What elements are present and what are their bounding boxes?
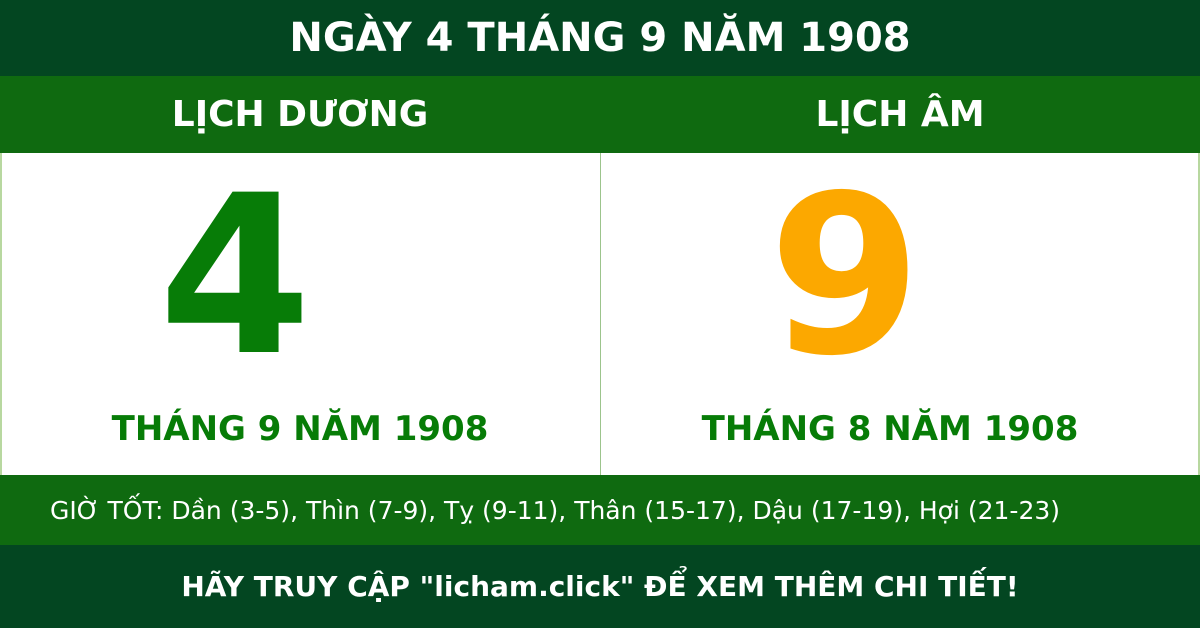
solar-day-number: 4: [158, 148, 312, 404]
calendar-body: 4 9 THÁNG 9 NĂM 1908 THÁNG 8 NĂM 1908: [0, 148, 1200, 475]
solar-month-year: THÁNG 9 NĂM 1908: [111, 409, 489, 449]
lunar-heading: LỊCH ÂM: [815, 93, 985, 135]
good-hours: GIỜ TỐT: Dần (3-5), Thìn (7-9), Tỵ (9-11…: [0, 475, 1200, 545]
calendar-headings: LỊCH DƯƠNG LỊCH ÂM: [0, 76, 1200, 153]
right-border: [1198, 153, 1200, 475]
page-title: NGÀY 4 THÁNG 9 NĂM 1908: [0, 0, 1200, 76]
lunar-month-year: THÁNG 8 NĂM 1908: [701, 409, 1079, 449]
left-border: [0, 153, 2, 475]
footer-cta: HÃY TRUY CẬP "licham.click" ĐỂ XEM THÊM …: [0, 545, 1200, 628]
column-divider: [600, 153, 601, 475]
lunar-day-number: 9: [768, 148, 922, 404]
solar-heading: LỊCH DƯƠNG: [171, 93, 429, 135]
